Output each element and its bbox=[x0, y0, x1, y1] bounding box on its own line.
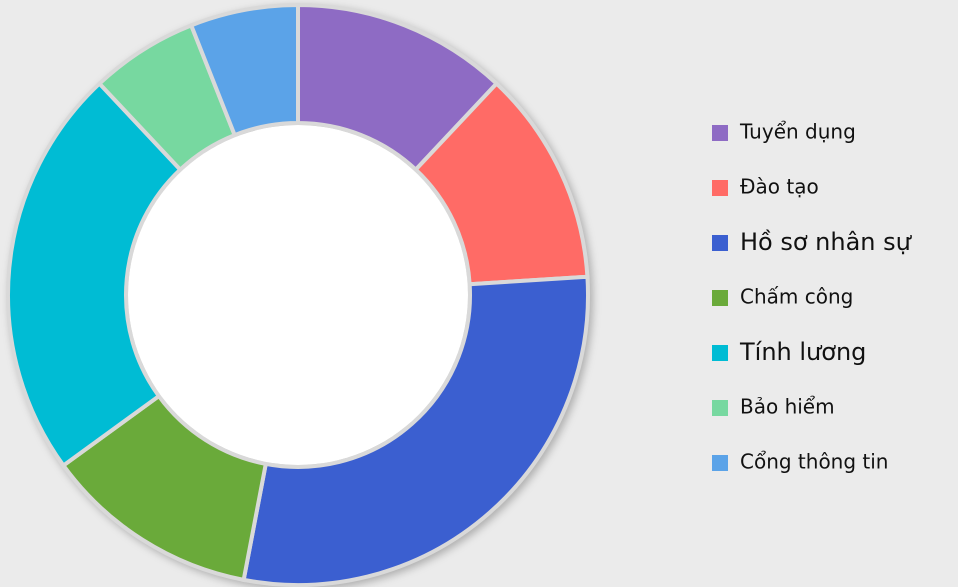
legend-swatch bbox=[712, 455, 728, 471]
legend-label: Tính lương bbox=[739, 338, 866, 366]
legend-label: Bảo hiểm bbox=[740, 395, 835, 419]
donut-segment bbox=[6, 80, 184, 469]
legend-label: Tuyển dụng bbox=[739, 120, 856, 144]
donut-segment bbox=[188, 2, 300, 138]
legend: Tuyển dụng Đào tạo Hồ sơ nhân sự Chấm công T… bbox=[712, 120, 913, 474]
legend-label: Cổng thông tin bbox=[740, 450, 889, 474]
legend-swatch bbox=[712, 290, 728, 306]
donut-hole bbox=[128, 125, 468, 465]
legend-swatch bbox=[712, 125, 728, 141]
donut-segment bbox=[241, 274, 590, 587]
legend-label: Hồ sơ nhân sự bbox=[740, 228, 913, 256]
legend-label: Chấm công bbox=[740, 285, 853, 309]
legend-swatch bbox=[712, 345, 728, 361]
legend-swatch bbox=[712, 180, 728, 196]
legend-swatch bbox=[712, 235, 728, 251]
legend-label: Đào tạo bbox=[740, 175, 819, 199]
legend-swatch bbox=[712, 400, 728, 416]
donut bbox=[6, 2, 590, 587]
